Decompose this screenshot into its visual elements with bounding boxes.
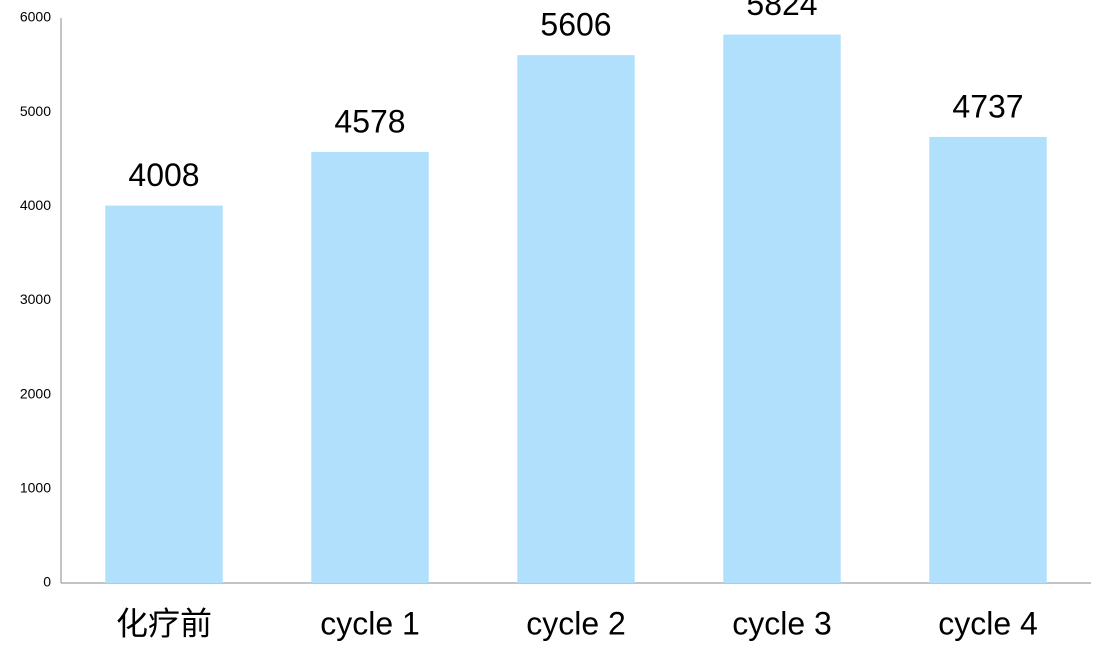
x-tick-label: cycle 1 <box>320 605 420 641</box>
bar <box>517 55 635 583</box>
y-tick-label: 4000 <box>20 197 51 213</box>
x-tick-label: cycle 2 <box>526 605 626 641</box>
x-tick-label: cycle 3 <box>732 605 832 641</box>
bar <box>105 205 223 583</box>
x-tick-label: 化疗前 <box>116 605 212 641</box>
x-tick-label: cycle 4 <box>938 605 1038 641</box>
bar <box>723 34 841 583</box>
value-label: 4578 <box>334 103 405 139</box>
value-label: 5824 <box>746 0 817 22</box>
y-tick-label: 6000 <box>20 9 51 25</box>
y-tick-label: 5000 <box>20 103 51 119</box>
value-label: 4008 <box>128 157 199 193</box>
value-label: 5606 <box>540 7 611 43</box>
y-tick-label: 3000 <box>20 291 51 307</box>
y-tick-label: 2000 <box>20 385 51 401</box>
y-tick-label: 1000 <box>20 480 51 496</box>
bar <box>311 151 429 583</box>
value-label: 4737 <box>952 88 1023 124</box>
y-tick-label: 0 <box>43 574 51 590</box>
bar <box>929 136 1047 583</box>
